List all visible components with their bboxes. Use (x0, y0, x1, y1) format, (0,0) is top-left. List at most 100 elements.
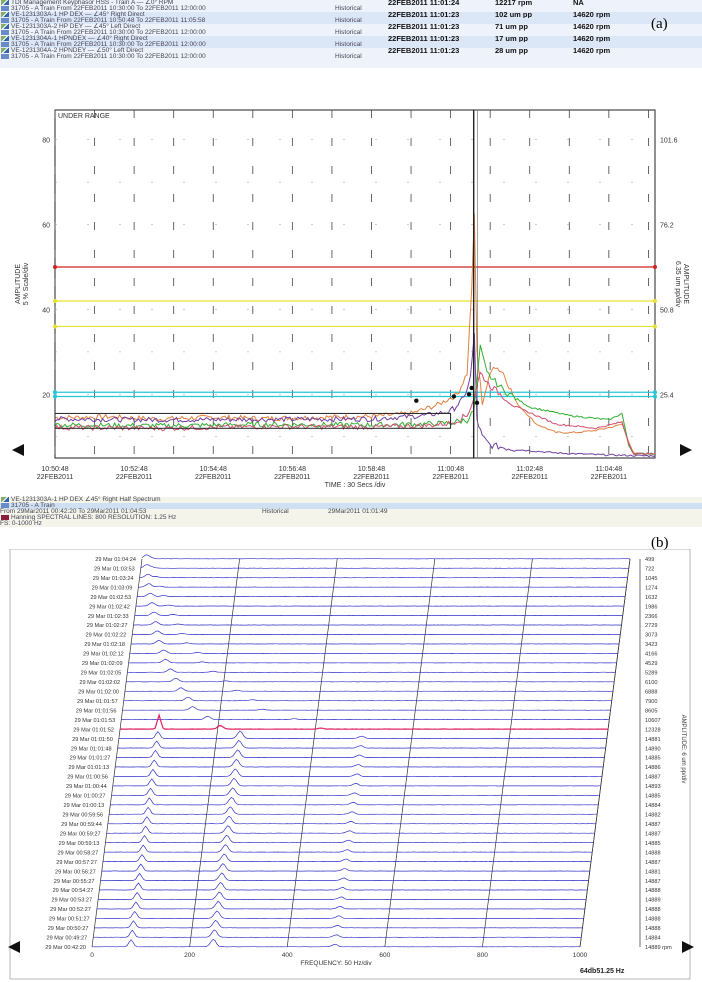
cursor-marker (474, 400, 480, 406)
waterfall-trace (127, 668, 616, 673)
cursor-marker (451, 394, 457, 399)
x-tick-label: 1000 (573, 952, 588, 959)
waterfall-rpm-label: 4166 (645, 652, 657, 658)
waterfall-chart[interactable]: 29 Mar 01:04:24 499 29 Mar 01:03:53 722 29 M… (0, 549, 702, 981)
waterfall-time-label: 29 Mar 01:00:56 (67, 775, 108, 781)
y-axis-label-right: AMPLITUDE: 6 um pp/div (680, 715, 686, 784)
x-tick-label: 200 (184, 952, 195, 959)
waterfall-trace (117, 740, 606, 749)
waterfall-trace (118, 730, 607, 740)
trend-series-line (54, 344, 656, 456)
waterfall-time-label: 29 Mar 01:02:12 (83, 652, 124, 658)
waterfall-rpm-label: 1045 (645, 576, 657, 582)
legend-text: 31705 - A Train From 22FEB2011 10:30:00 … (11, 41, 206, 48)
x-tick-date: 22FEB2011 (116, 474, 153, 481)
legend-time: 22FEB2011 11:01:23 (388, 22, 460, 31)
waterfall-trace (135, 602, 624, 607)
waterfall-trace (100, 872, 589, 881)
waterfall-trace (105, 834, 594, 844)
waterfall-trace (128, 659, 617, 664)
alarm-marker (53, 265, 57, 270)
waterfall-time-label: 29 Mar 01:01:27 (70, 756, 111, 762)
waterfall-trace (130, 640, 620, 645)
legend-text: From 29Mar2011 00:42:20 To 29Mar2011 01:… (0, 508, 147, 515)
waterfall-time-label: 29 Mar 00:56:27 (55, 869, 96, 875)
waterfall-trace (119, 712, 609, 730)
waterfall-rpm-label: 722 (645, 566, 654, 572)
scroll-right-icon[interactable] (682, 941, 694, 953)
freq-grid-line (189, 558, 240, 948)
legend-text: VE-1231304A-2 HPNDEY — ∠50° Left Direct (11, 47, 144, 54)
x-tick-date: 22FEB2011 (274, 474, 311, 481)
waterfall-time-label: 29 Mar 00:55:27 (54, 879, 95, 885)
waterfall-time-label: 29 Mar 00:57:27 (56, 860, 97, 866)
waterfall-trace (121, 715, 610, 721)
y-tick-label-right: 76.2 (660, 223, 674, 230)
cursor-marker (466, 392, 472, 397)
y-tick-label-right: 25.4 (660, 392, 674, 399)
trend-chart[interactable]: UNDER RANGE 20 40 60 80 25.4 50.8 76.2 101.6 AMPL… (0, 90, 702, 496)
legend-row: From 29Mar2011 00:42:20 To 29Mar2011 01:… (0, 508, 702, 515)
plot-area (54, 109, 656, 459)
waterfall-rpm-label: 2729 (645, 623, 657, 629)
waterfall-time-label: 29 Mar 01:01:53 (75, 718, 116, 724)
x-tick-label: 10:54:48 (200, 466, 227, 473)
spectrum-icon (1, 515, 9, 520)
legend-status: Historical (262, 508, 289, 515)
waterfall-rpm-label: 1986 (645, 604, 657, 610)
scroll-right-icon[interactable] (680, 444, 692, 456)
waterfall-time-label: 29 Mar 00:49:27 (46, 936, 87, 942)
waterfall-time-label: 29 Mar 01:02:33 (88, 614, 129, 620)
waterfall-trace (101, 863, 590, 872)
legend-status: Historical (335, 5, 362, 12)
train-icon (1, 6, 9, 11)
waterfall-time-label: 29 Mar 00:53:27 (51, 898, 92, 904)
waterfall-trace (138, 583, 627, 588)
waterfall-rpm-label: 5289 (645, 671, 657, 677)
waterfall-time-label: 29 Mar 01:02:53 (90, 595, 131, 601)
x-tick-date: 22FEB2011 (511, 474, 548, 481)
legend-row: 31705 - A Train From 22FEB2011 10:30:00 … (0, 29, 702, 36)
waterfall-time-label: 29 Mar 00:50:27 (48, 926, 89, 932)
legend-row: VE-1231303A-1 HP DEX ∠45° Right Half Spe… (0, 496, 702, 503)
scroll-left-icon[interactable] (12, 444, 24, 456)
freq-grid-line (482, 558, 533, 948)
alarm-marker (653, 394, 657, 399)
waterfall-trace (106, 825, 595, 834)
scroll-left-icon[interactable] (8, 941, 20, 953)
waterfall-time-label: 29 Mar 01:01:52 (73, 727, 114, 733)
x-tick-date: 22FEB2011 (432, 474, 469, 481)
legend-row: VE-1231303A-2 HP DEY — ∠45° Left Direct 2… (0, 22, 702, 31)
train-icon (1, 503, 9, 508)
waterfall-trace (92, 938, 581, 948)
x-tick-label: 0 (90, 952, 94, 959)
waterfall-time-label: 29 Mar 01:01:57 (77, 699, 118, 705)
waterfall-time-label: 29 Mar 00:59:27 (60, 831, 101, 837)
waterfall-rpm-label: 14885 (645, 756, 661, 762)
legend-status: Historical (335, 53, 362, 60)
x-tick-date: 22FEB2011 (353, 474, 390, 481)
waterfall-rpm-label: 14881 (645, 737, 661, 743)
waterfall-rpm-label: 3073 (645, 633, 657, 639)
legend-row: VE-1231303A-1 HP DEX — ∠45° Right Direct… (0, 11, 702, 18)
waterfall-trace (124, 687, 613, 692)
legend-time: 29Mar2011 01:01:49 (328, 508, 388, 515)
x-tick-label: 11:02:48 (516, 466, 543, 473)
waterfall-time-label: 29 Mar 01:03:24 (93, 576, 134, 582)
x-tick-label: 600 (379, 952, 390, 959)
legend-amplitude: 71 um pp (495, 22, 528, 31)
y-tick-label: 40 (42, 307, 50, 314)
cursor-readout: 64db51.25 Hz (580, 968, 625, 975)
legend-amplitude: 12217 rpm (495, 0, 533, 7)
legend-text: VE-1231303A-2 HP DEY — ∠45° Left Direct (11, 23, 141, 30)
legend-amplitude: 28 um pp (495, 46, 528, 55)
waterfall-rpm-label: 14888 (645, 917, 661, 923)
legend-text: 31705 - A Train (11, 502, 55, 509)
legend-text: 31705 - A Train From 22FEB2011 10:50:48 … (11, 17, 206, 24)
waterfall-rpm-label: 12328 (645, 727, 661, 733)
waterfall-time-label: 29 Mar 01:02:02 (79, 680, 120, 686)
legend-time: 22FEB2011 11:01:24 (388, 0, 460, 7)
waterfall-rpm-label: 6888 (645, 689, 657, 695)
waterfall-time-label: 29 Mar 00:58:27 (57, 850, 98, 856)
waterfall-trace (98, 891, 587, 900)
